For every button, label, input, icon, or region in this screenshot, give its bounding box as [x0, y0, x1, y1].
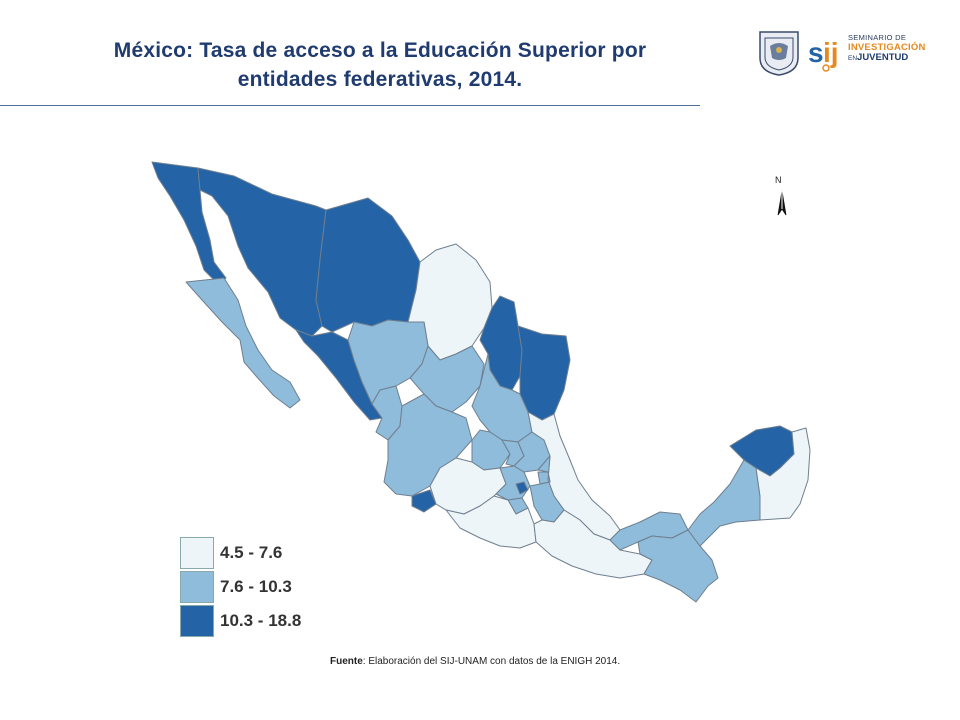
state-baja-california-sur	[185, 277, 301, 409]
sij-logo-icon: s ij	[808, 37, 839, 72]
logo-line-3-prefix: EN	[848, 55, 858, 62]
logo-text: SEMINARIO DE INVESTIGACIÓN ENJUVENTUD	[848, 33, 926, 64]
source-text: : Elaboración del SIJ-UNAM con datos de …	[362, 656, 621, 667]
unam-seal-icon	[759, 31, 799, 76]
svg-text:ij: ij	[823, 37, 839, 68]
logo-line-1: SEMINARIO DE	[848, 33, 907, 42]
page-title: México: Tasa de acceso a la Educación Su…	[30, 36, 730, 94]
legend: 4.5 - 7.6 7.6 - 10.3 10.3 - 18.8	[180, 537, 301, 639]
state-cdmx	[515, 481, 529, 495]
legend-label: 4.5 - 7.6	[220, 543, 283, 562]
legend-label: 10.3 - 18.8	[220, 611, 302, 630]
legend-item-high: 10.3 - 18.8	[180, 605, 301, 637]
state-chiapas	[637, 529, 719, 603]
logos: s ij SEMINARIO DE INVESTIGACIÓN ENJUVENT…	[756, 28, 936, 78]
state-quintana-roo	[755, 427, 811, 521]
title-line-1: México: Tasa de acceso a la Educación Su…	[113, 39, 647, 62]
logo-line-3: ENJUVENTUD	[848, 53, 926, 64]
legend-swatch	[180, 605, 214, 637]
state-guerrero	[445, 495, 537, 549]
legend-swatch	[180, 571, 214, 603]
source-label: Fuente	[330, 656, 363, 667]
mexico-map	[151, 161, 811, 603]
legend-item-mid: 7.6 - 10.3	[180, 571, 301, 603]
state-chihuahua	[315, 197, 421, 333]
title-divider	[0, 105, 700, 106]
legend-swatch	[180, 537, 214, 569]
north-arrow: N	[767, 175, 797, 220]
state-colima	[411, 489, 437, 513]
legend-item-low: 4.5 - 7.6	[180, 537, 301, 569]
title-line-2: entidades federativas, 2014.	[237, 68, 523, 91]
logo-line-2: INVESTIGACIÓN	[848, 42, 926, 53]
source-note: Fuente: Elaboración del SIJ-UNAM con dat…	[330, 656, 620, 667]
state-zacatecas	[409, 345, 485, 413]
north-letter: N	[775, 175, 782, 185]
logo-line-3-main: JUVENTUD	[857, 52, 909, 63]
state-campeche	[687, 459, 761, 547]
north-arrow-icon	[777, 190, 787, 216]
svg-text:s: s	[808, 37, 824, 68]
legend-label: 7.6 - 10.3	[220, 577, 292, 596]
